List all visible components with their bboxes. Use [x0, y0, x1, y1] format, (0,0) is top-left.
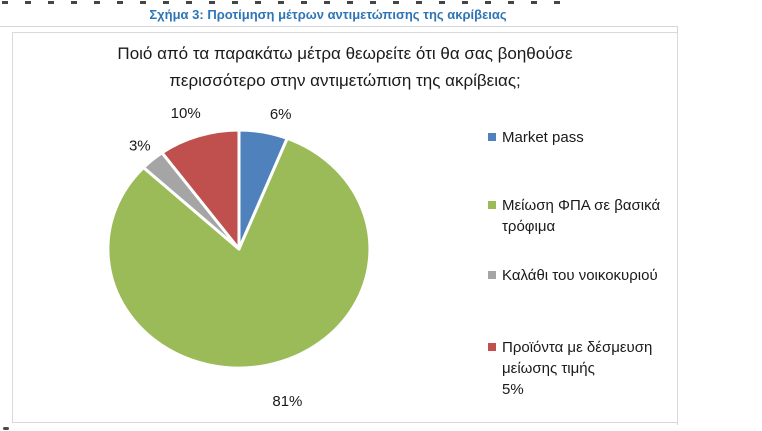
- legend-label: Καλάθι του νοικοκυριού: [502, 267, 658, 284]
- cropped-text-remnant-bottom: [3, 427, 9, 430]
- legend-marker-icon: [488, 201, 496, 209]
- legend-item-1: Market pass: [488, 127, 680, 148]
- legend-marker-icon: [488, 271, 496, 279]
- legend-label: Μείωση ΦΠΑ σε βασικά τρόφιμα: [502, 197, 661, 235]
- chart-title-line-1: Ποιό από τα παρακάτω μέτρα θεωρείτε ότι …: [117, 44, 573, 63]
- legend-item-3: Καλάθι του νοικοκυριού: [488, 265, 680, 286]
- pie-slice-label-2: 81%: [272, 393, 302, 410]
- chart-title-line-2: περισσότερο στην αντιμετώπιση της ακρίβε…: [169, 71, 521, 90]
- chart-title: Ποιό από τα παρακάτω μέτρα θεωρείτε ότι …: [12, 40, 678, 94]
- pie-slice-label-3: 3%: [129, 137, 151, 154]
- legend-label: Προϊόντα με δέσμευση μείωσης τιμής 5%: [502, 339, 653, 398]
- pie-slice-label-4: 10%: [171, 105, 201, 122]
- cropped-text-remnant: [2, 1, 562, 4]
- legend-item-2: Μείωση ΦΠΑ σε βασικά τρόφιμα: [488, 195, 680, 237]
- legend-item-4: Προϊόντα με δέσμευση μείωσης τιμής 5%: [488, 337, 680, 400]
- pie-slice-label-1: 6%: [270, 106, 292, 123]
- legend-marker-icon: [488, 343, 496, 351]
- pie-slice-4: [160, 128, 241, 251]
- legend-marker-icon: [488, 133, 496, 141]
- column-rule-horizontal: [0, 26, 678, 27]
- pie-slice-2: [106, 136, 372, 370]
- legend-label: Market pass: [502, 129, 584, 146]
- figure-caption: Σχήμα 3: Προτίμηση μέτρων αντιμετώπισης …: [149, 7, 507, 22]
